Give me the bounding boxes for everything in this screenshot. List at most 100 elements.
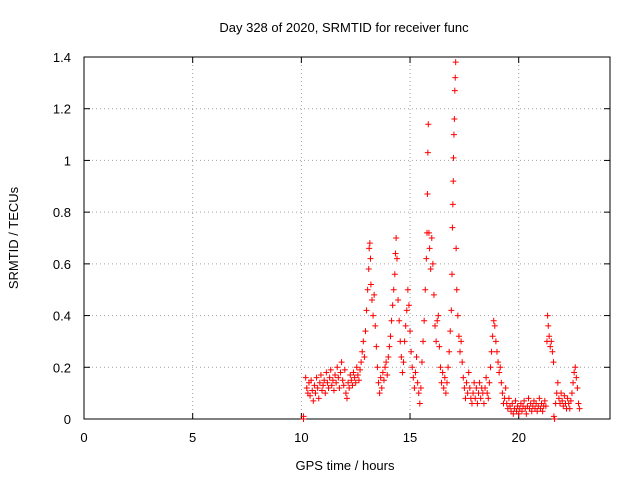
data-point [502,384,509,391]
data-point [409,364,416,371]
data-point [423,255,430,262]
data-point [326,374,333,381]
data-point [389,302,396,309]
data-point [420,338,427,345]
data-point [550,359,557,366]
data-point [334,364,341,371]
data-point [459,359,466,366]
data-point [487,364,494,371]
chart-title: Day 328 of 2020, SRMTID for receiver fun… [219,20,469,35]
data-point [358,359,365,366]
data-point [404,286,411,293]
data-point [363,307,370,314]
data-point [359,348,366,355]
data-point [414,379,421,386]
data-point [575,400,582,407]
data-point [453,286,460,293]
data-point [534,408,541,415]
y-tick-label: 1 [64,153,71,168]
x-axis-label: GPS time / hours [296,458,395,473]
data-point [449,201,456,208]
data-point [512,397,519,404]
data-point [337,369,344,376]
data-point [319,387,326,394]
data-point [549,348,556,355]
data-point [523,410,530,417]
data-point [338,359,345,366]
data-point [525,395,532,402]
data-point [564,395,571,402]
data-point [441,374,448,381]
data-point [325,384,332,391]
data-point [421,317,428,324]
data-point [483,374,490,381]
data-point [330,387,337,394]
grid [84,57,610,419]
data-point [313,374,320,381]
data-point [328,382,335,389]
data-point [382,364,389,371]
data-point [472,395,479,402]
data-point [544,312,551,319]
data-point [558,390,565,397]
y-tick-label: 0.4 [53,309,71,324]
data-point [547,343,554,350]
data-point [559,397,566,404]
data-point [489,333,496,340]
data-point [378,384,385,391]
data-point [407,328,414,335]
data-point [496,369,503,376]
data-point [312,390,319,397]
data-point [321,377,328,384]
data-point [329,377,336,384]
data-point [539,408,546,415]
data-point [344,395,350,402]
data-point [361,353,368,360]
data-point [424,149,431,156]
data-point [366,245,373,252]
data-point [473,384,480,391]
data-point [413,353,420,360]
data-point [355,377,362,384]
data-point [447,328,454,335]
data-point [303,384,310,391]
data-points [300,59,583,422]
data-point [555,395,562,402]
data-point [463,379,470,386]
data-point [400,359,407,366]
data-point [452,59,459,66]
data-point [391,271,398,278]
data-point [499,390,506,397]
data-point [566,405,573,412]
data-point [457,348,464,355]
data-point [336,384,343,391]
data-point [446,348,453,355]
data-point [387,333,394,340]
x-tick-label: 0 [80,430,87,445]
data-point [388,317,395,324]
y-axis-label: SRMTID / TECUs [6,186,21,289]
data-point [375,379,382,386]
data-point [568,390,575,397]
data-point [505,395,512,402]
data-point [422,286,429,293]
data-point [362,328,369,335]
data-point [434,317,441,324]
data-point [528,408,535,415]
data-point [300,413,307,420]
data-point [424,191,431,198]
data-point [341,366,348,373]
data-point [307,392,314,399]
data-point [573,374,580,381]
data-point [402,322,409,329]
data-point [324,379,331,386]
data-point [353,364,360,371]
data-point [495,359,502,366]
data-point [521,397,528,404]
data-point [365,266,372,273]
data-point [450,178,457,185]
data-point [435,312,442,319]
data-point [443,379,450,386]
data-point [412,369,419,376]
data-point [383,359,390,366]
